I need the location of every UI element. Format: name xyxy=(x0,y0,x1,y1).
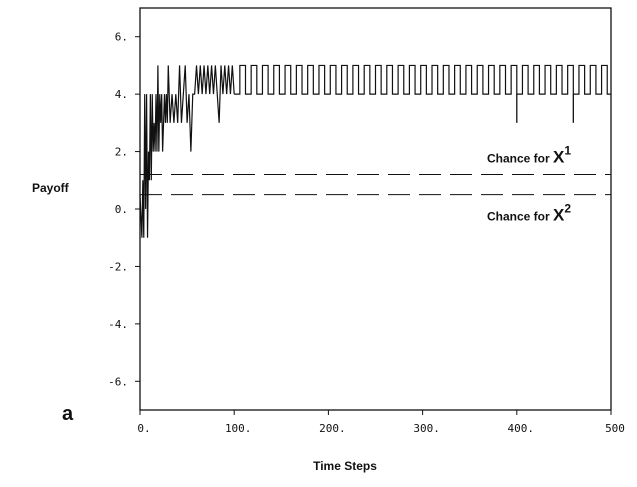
reference-label-prefix: Chance for xyxy=(487,152,553,166)
y-tick-label: 6. xyxy=(115,31,128,44)
series-group xyxy=(139,64,611,238)
reference-label-variable: X xyxy=(553,148,565,167)
reference-line-label: Chance for X2 xyxy=(487,202,571,225)
x-axis-ticks: 0. 100. 200. 300. 400. 500 xyxy=(137,410,625,435)
panel-label: a xyxy=(62,403,74,425)
x-tick-label: 300. xyxy=(413,422,440,435)
reference-line-label: Chance for X1 xyxy=(487,144,571,167)
y-tick-label: 0. xyxy=(115,203,128,216)
y-tick-label: -2. xyxy=(108,260,128,273)
y-tick-label: 4. xyxy=(115,88,128,101)
reference-label-superscript: 1 xyxy=(564,144,571,158)
y-axis-label: Payoff xyxy=(32,181,70,195)
y-tick-label: 2. xyxy=(115,146,128,159)
reference-lines xyxy=(140,174,611,196)
y-tick-label: -6. xyxy=(108,375,128,388)
series-line-1 xyxy=(139,65,235,238)
reference-label-superscript: 2 xyxy=(564,202,571,216)
x-tick-label: 400. xyxy=(508,422,535,435)
x-tick-label: 500 xyxy=(605,422,625,435)
series-line-2 xyxy=(234,64,611,95)
x-tick-label: 0. xyxy=(137,422,150,435)
x-tick-label: 200. xyxy=(319,422,346,435)
reference-label-prefix: Chance for xyxy=(487,210,553,224)
x-tick-label: 100. xyxy=(225,422,252,435)
y-tick-label: -4. xyxy=(108,318,128,331)
reference-label-variable: X xyxy=(553,206,565,225)
x-axis-label: Time Steps xyxy=(313,459,377,473)
y-axis-ticks: 6. 4. 2. 0. -2. -4. -6. xyxy=(108,31,140,388)
